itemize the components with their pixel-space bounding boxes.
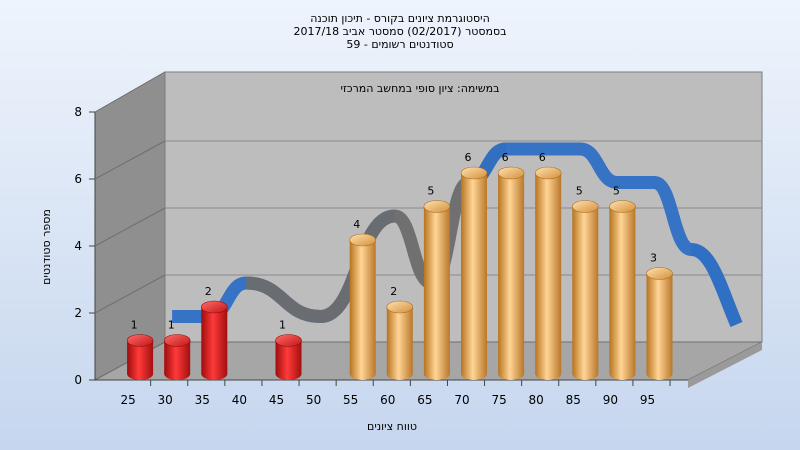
x-tick-label: 25 (120, 393, 135, 407)
bar-base (609, 368, 636, 380)
bar-body (646, 273, 673, 374)
bar-cap (534, 166, 562, 180)
bar-cap (609, 200, 636, 213)
x-tick-label: 70 (454, 393, 469, 407)
bar-body (386, 307, 413, 374)
x-tick-label: 40 (232, 393, 247, 407)
bar: 1 (126, 319, 154, 380)
bar-base (572, 368, 599, 380)
trend-segment (467, 142, 694, 256)
bar-value-label: 4 (353, 218, 360, 231)
chart-title-line-3: סטודנטים רשומים - 59 (346, 38, 453, 51)
x-tick-label: 85 (566, 393, 581, 407)
x-tick-label: 30 (158, 393, 173, 407)
bar-cap (571, 200, 599, 213)
y-tick-label: 6 (74, 172, 82, 186)
y-tick-label: 2 (74, 306, 82, 320)
bar-base (461, 368, 487, 380)
bar-cap (349, 233, 377, 247)
grid-line-side (94, 274, 166, 314)
bar-body (423, 206, 450, 374)
bar-base (201, 368, 228, 380)
chart-title-line-1: היסטוגרמת ציונים בקורס - תיכון תוכנה (310, 12, 490, 25)
chart-title-line-2: בסמסטר (02/2017) סמסטר אביב 2017/18 (293, 25, 506, 38)
trend-segment (690, 243, 743, 328)
bar-value-label: 1 (279, 319, 286, 332)
bar-body (609, 206, 636, 374)
grid-line-side (94, 140, 166, 180)
bar-value-label: 6 (465, 151, 472, 164)
bar-base (386, 368, 413, 380)
bar: 1 (163, 319, 191, 380)
bar-cap (497, 166, 525, 180)
bar: 2 (386, 285, 414, 380)
bar-cap (275, 334, 302, 347)
bar-body (349, 240, 376, 374)
y-tick-label: 4 (74, 239, 82, 253)
bar: 5 (571, 185, 599, 380)
bar-cap (201, 300, 228, 314)
y-tick-label: 0 (74, 373, 82, 387)
x-tick-label: 90 (603, 393, 618, 407)
y-axis-ticks: 0 2 4 6 8 (74, 105, 95, 387)
x-tick-label: 45 (269, 393, 284, 407)
bar-body (572, 206, 599, 374)
bar-body (201, 307, 228, 374)
bar: 6 (497, 151, 525, 380)
bar-value-label: 5 (613, 185, 620, 198)
x-tick-label: 60 (380, 393, 395, 407)
bar-value-label: 3 (650, 252, 657, 265)
bar: 5 (609, 185, 636, 380)
x-tick-label: 55 (343, 393, 358, 407)
bar-cap (646, 267, 673, 280)
x-tick-label: 35 (195, 393, 210, 407)
bar-cap (423, 200, 451, 213)
bar-base (349, 368, 376, 380)
bar: 5 (423, 185, 451, 380)
bar-base (498, 368, 525, 380)
bar-base (646, 368, 673, 380)
x-tick-label: 95 (640, 393, 655, 407)
task-label: במשימה: ציון סופי במחשב המרכזי (340, 82, 499, 95)
bar-value-label: 5 (576, 185, 583, 198)
bar: 6 (460, 151, 488, 380)
x-tick-label: 50 (306, 393, 321, 407)
bar-cap (126, 334, 154, 347)
floor-edge (688, 342, 762, 388)
bar-value-label: 2 (205, 285, 212, 298)
bar-base (164, 368, 191, 380)
bar-base (127, 368, 154, 380)
x-tick-label: 80 (529, 393, 544, 407)
bar-body (461, 173, 487, 374)
x-axis-label: טווח ציונים (367, 420, 417, 433)
bar-body (498, 173, 525, 374)
bar-body (535, 173, 562, 374)
bar-base (423, 368, 450, 380)
bar-value-label: 1 (131, 319, 138, 332)
bar: 6 (534, 151, 562, 380)
bar: 1 (275, 319, 302, 380)
bar-value-label: 2 (390, 285, 397, 298)
bar: 2 (201, 285, 228, 380)
bar: 3 (646, 252, 673, 380)
bar-cap (163, 334, 191, 347)
bar-value-label: 1 (168, 319, 175, 332)
x-tick-label: 75 (491, 393, 506, 407)
x-axis-ticks: 25 30 35 40 45 50 55 60 65 70 75 80 85 90 95 (120, 380, 671, 407)
x-tick-label: 65 (417, 393, 432, 407)
bar-cap (460, 166, 488, 180)
left-wall (94, 71, 166, 381)
y-tick-label: 8 (74, 105, 82, 119)
bar-cap (386, 300, 414, 314)
bar-base (275, 368, 302, 380)
bar: 4 (349, 218, 377, 380)
bar-base (535, 368, 562, 380)
bar-value-label: 6 (502, 151, 509, 164)
bar-value-label: 6 (539, 151, 546, 164)
grid-line-side (94, 207, 166, 247)
y-axis-label: מספר סטודנטים (40, 209, 53, 285)
bar-value-label: 5 (427, 185, 434, 198)
bars: 1 1 2 1 4 2 5 6 6 6 5 5 3 (126, 151, 673, 380)
